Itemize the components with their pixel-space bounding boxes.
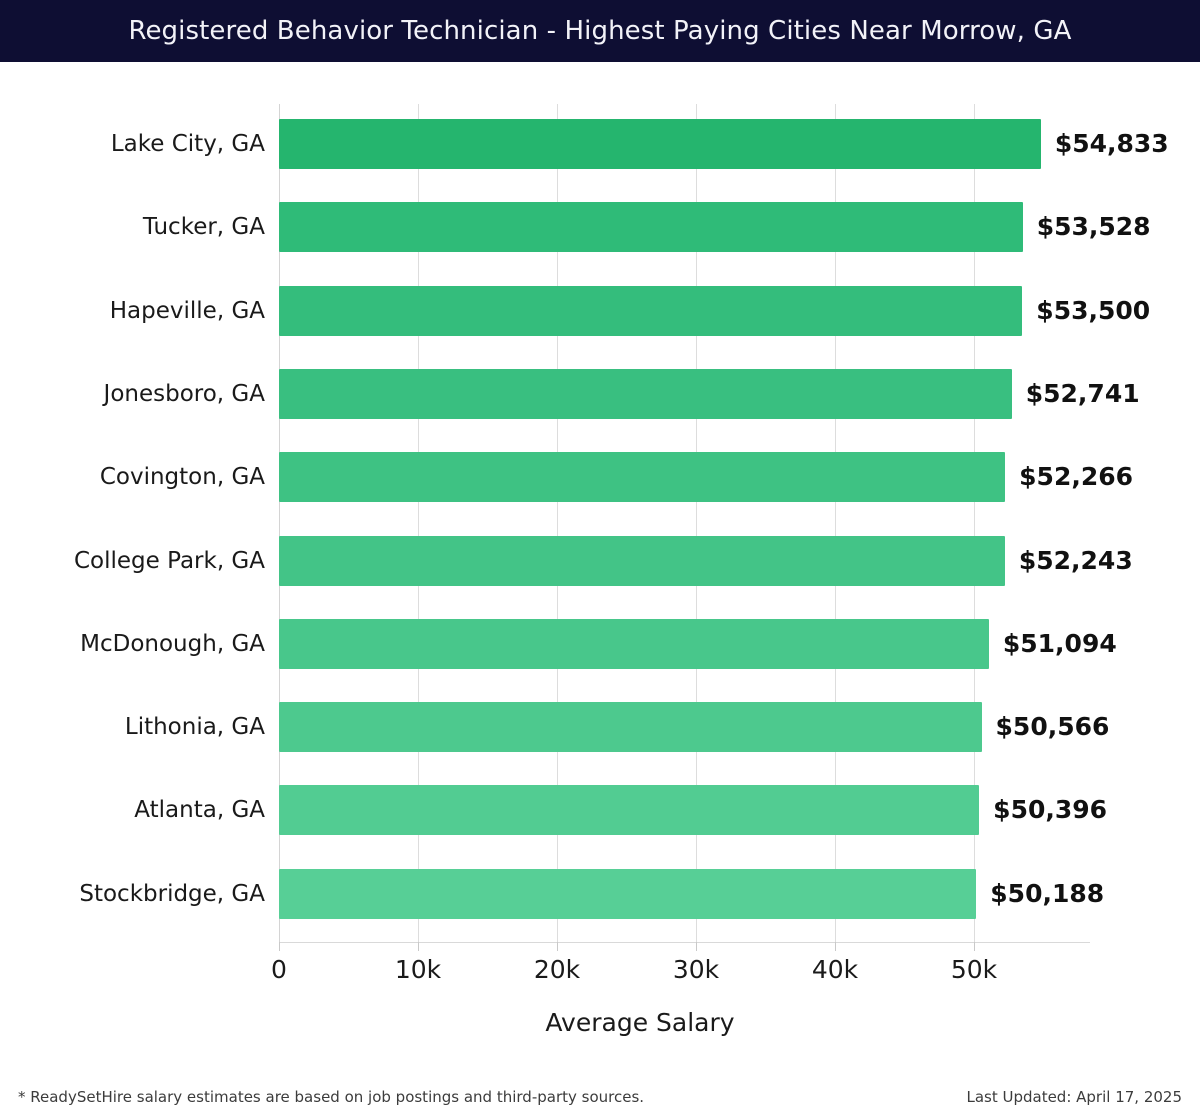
x-tick-mark-10k — [418, 942, 419, 951]
y-axis-category-label: Jonesboro, GA — [103, 380, 265, 407]
x-tick-label-50k: 50k — [950, 955, 998, 984]
bar-value-label: $54,833 — [1054, 129, 1169, 158]
footer: * ReadySetHire salary estimates are base… — [0, 1074, 1200, 1120]
bar[interactable] — [279, 368, 1012, 419]
bar-value-label: $51,094 — [1002, 628, 1117, 658]
y-axis-category-label: Lake City, GA — [110, 131, 265, 157]
y-axis-category-label: Covington, GA — [99, 464, 265, 491]
chart-title: Registered Behavior Technician - Highest… — [128, 16, 1072, 46]
x-tick-label-30k: 30k — [672, 955, 720, 984]
x-tick-mark-30k — [696, 942, 697, 951]
bar-row: $50,566 — [279, 702, 1109, 753]
bar[interactable] — [279, 868, 977, 919]
gridline-0 — [279, 104, 280, 942]
bar-row: $52,243 — [279, 535, 1133, 586]
footer-disclaimer: * ReadySetHire salary estimates are base… — [18, 1088, 645, 1106]
bar[interactable] — [279, 618, 989, 669]
bar[interactable] — [279, 785, 980, 836]
y-axis-category-label: Hapeville, GA — [109, 297, 265, 324]
x-tick-mark-50k — [974, 942, 975, 951]
x-tick-label-20k: 20k — [533, 955, 581, 984]
y-axis-category-label: Stockbridge, GA — [79, 880, 265, 907]
gridline-30k — [696, 104, 697, 942]
y-axis-category-label: Tucker, GA — [142, 214, 265, 241]
bar-value-label: $50,396 — [993, 795, 1108, 825]
gridline-50k — [974, 104, 975, 942]
bar[interactable] — [279, 285, 1023, 336]
footer-last-updated: Last Updated: April 17, 2025 — [966, 1088, 1182, 1106]
bar-value-label: $53,528 — [1036, 212, 1151, 242]
y-axis-category-label: Atlanta, GA — [134, 797, 265, 824]
bar[interactable] — [279, 535, 1005, 586]
bar[interactable] — [279, 702, 982, 753]
gridline-20k — [557, 104, 558, 942]
bar-value-label: $53,500 — [1036, 295, 1151, 325]
bar[interactable] — [279, 202, 1023, 253]
bar-value-label: $52,266 — [1019, 462, 1134, 492]
x-axis-line — [279, 942, 1090, 943]
plot-area: $54,833 $53,528 $53,500 $52,741 $52,266 $52,2… — [279, 104, 1169, 942]
gridline-40k — [835, 104, 836, 942]
bar-row: $52,266 — [279, 452, 1133, 503]
bar-row: $51,094 — [279, 618, 1117, 669]
bar-value-label: $50,188 — [990, 878, 1105, 908]
bar-row: $50,396 — [279, 785, 1107, 836]
bar-value-label: $52,741 — [1025, 378, 1140, 408]
bar-row: $50,188 — [279, 868, 1104, 919]
x-tick-mark-20k — [557, 942, 558, 951]
x-tick-mark-40k — [835, 942, 836, 951]
bar[interactable] — [279, 119, 1041, 169]
x-axis-title-text: Average Salary — [545, 1008, 735, 1037]
title-bar: Registered Behavior Technician - Highest… — [0, 0, 1200, 62]
bar-row: $53,500 — [279, 285, 1150, 336]
bar-value-label: $52,243 — [1018, 545, 1133, 575]
x-tick-label-0: 0 — [271, 955, 287, 984]
bar[interactable] — [279, 452, 1006, 503]
bar-row: $53,528 — [279, 202, 1151, 253]
gridline-10k — [418, 104, 419, 942]
bar-row: $54,833 — [279, 119, 1169, 169]
y-axis-category-label: College Park, GA — [73, 547, 265, 574]
x-tick-mark-0 — [279, 942, 280, 951]
bar-value-label: $50,566 — [995, 712, 1110, 742]
x-tick-label-10k: 10k — [394, 955, 442, 984]
bar-row: $52,741 — [279, 368, 1140, 419]
y-axis-category-label: McDonough, GA — [80, 630, 265, 657]
y-axis-category-label: Lithonia, GA — [124, 714, 265, 741]
x-axis-title: Average Salary — [0, 1008, 1200, 1037]
x-tick-label-40k: 40k — [811, 955, 859, 984]
